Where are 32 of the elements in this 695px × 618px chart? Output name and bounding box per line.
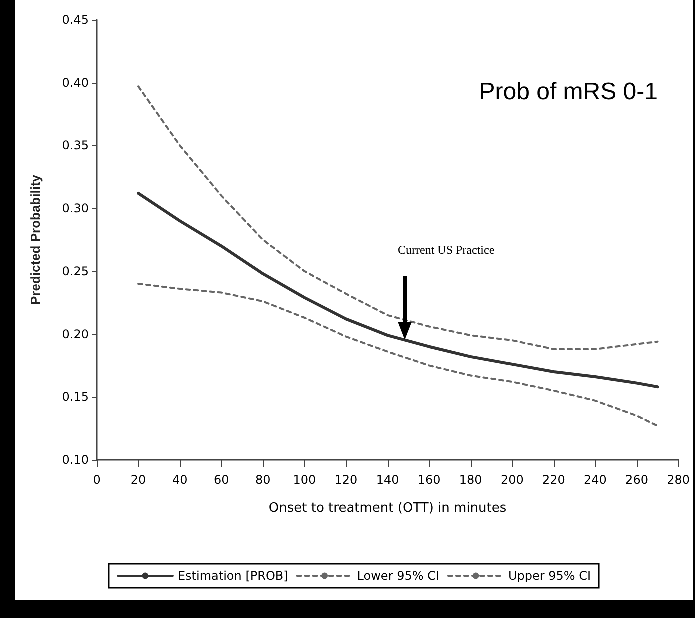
x-tick-label: 40 [172,473,188,487]
x-tick-label: 260 [626,473,648,487]
legend-label: Upper 95% CI [508,569,592,583]
x-axis-title: Onset to treatment (OTT) in minutes [268,501,507,516]
legend-label: Estimation [PROB] [178,569,288,583]
annotation: Current US Practice [398,243,495,258]
x-tick-label: 220 [542,473,566,487]
x-tick-label: 20 [130,473,146,487]
y-tick-label: 0.30 [62,202,89,216]
y-tick-label: 0.15 [62,390,89,404]
x-tick-label: 0 [93,473,101,487]
y-tick-label: 0.10 [62,453,89,467]
x-tick-label: 60 [214,473,230,487]
y-tick-label: 0.20 [62,327,89,342]
y-tick-label: 0.35 [62,138,89,153]
x-tick-label: 100 [293,473,316,487]
x-tick-label: 140 [376,473,400,487]
x-tick-label: 80 [256,473,271,487]
x-tick-label: 120 [334,473,358,487]
x-tick-label: 180 [459,473,482,487]
text: Prob of mRS 0-1 [479,78,658,106]
y-tick-label: 0.45 [62,13,89,27]
line-series [137,192,660,389]
line-series [138,283,659,428]
x-tick-label: 280 [667,473,690,487]
y-tick-label: 0.25 [62,264,89,278]
legend-label: Lower 95% CI [357,569,440,583]
x-tick-label: 200 [500,473,524,487]
x-tick-label: 240 [584,473,607,487]
y-axis-title: Predicted Probability [28,174,43,306]
y-tick-label: 0.40 [62,76,89,90]
x-tick-label: 160 [418,473,441,487]
